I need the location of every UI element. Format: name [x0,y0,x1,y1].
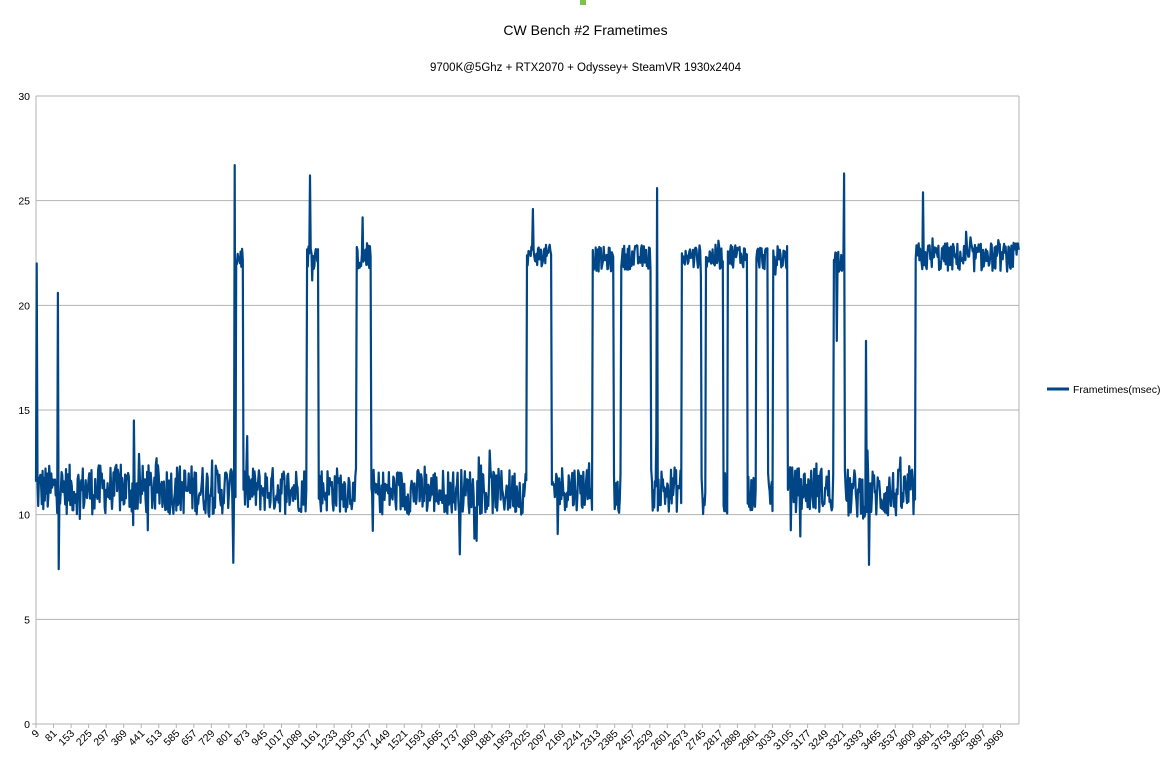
y-tick-label: 10 [18,510,30,522]
series-line-0 [34,164,1020,571]
x-tick-label: 369 [109,728,130,749]
y-tick-label: 5 [24,614,30,626]
chart-subtitle: 9700K@5Ghz + RTX2070 + Odyssey+ SteamVR … [430,62,741,74]
x-tick-label: 225 [74,728,95,749]
top-marker [580,0,586,5]
x-tick-label: 297 [91,728,112,749]
y-tick-label: 15 [18,405,30,417]
y-tick-label: 30 [18,91,30,103]
series-layer [34,164,1020,571]
y-axis-ticks: 0 5 10 15 20 25 30 [18,91,30,731]
x-tick-label: 873 [232,728,253,749]
x-tick-label: 441 [126,728,147,749]
x-tick-label: 153 [56,728,77,749]
x-tick-label: 9 [30,728,43,741]
y-tick-label: 25 [18,196,30,208]
gridlines [32,95,1020,728]
legend: Frametimes(msec) [1047,384,1161,396]
x-tick-label: 513 [144,728,165,749]
chart-title: CW Bench #2 Frametimes [503,22,668,38]
x-tick-label: 801 [214,728,235,749]
x-axis-ticks: 9 811532252973694415135856577298018739451… [30,724,1007,753]
x-tick-label: 585 [162,728,183,749]
y-tick-label: 0 [24,719,30,731]
y-tick-label: 20 [18,300,30,312]
x-tick-label: 729 [197,728,218,749]
x-tick-label: 3969 [982,728,1007,753]
legend-label: Frametimes(msec) [1073,384,1161,396]
x-tick-label: 657 [179,728,200,749]
